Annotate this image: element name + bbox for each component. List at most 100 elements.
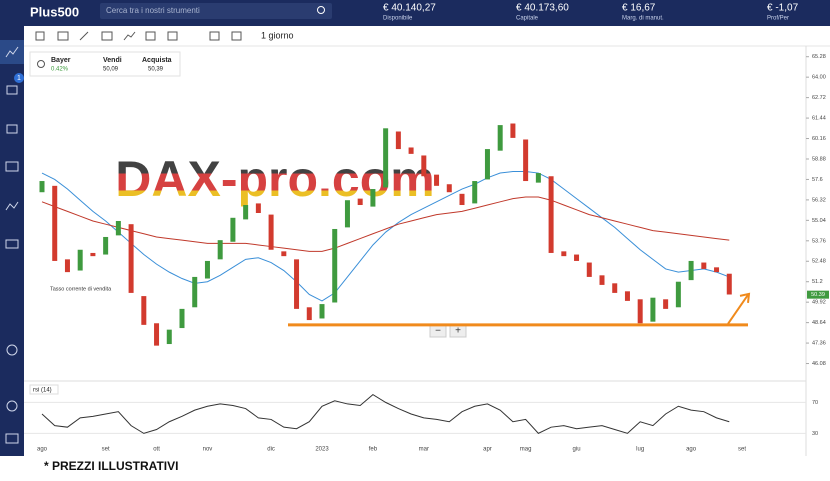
arrow-head bbox=[739, 292, 751, 303]
candle bbox=[535, 173, 541, 183]
candle bbox=[599, 275, 605, 285]
footer-bg bbox=[0, 456, 830, 476]
candle bbox=[52, 185, 58, 261]
stat-label: Capitale bbox=[516, 16, 539, 22]
instrument-box bbox=[29, 51, 181, 77]
sidebar-icons bbox=[0, 40, 24, 444]
icon[interactable] bbox=[5, 201, 19, 211]
footer: * PREZZI ILLUSTRATIVI bbox=[44, 459, 178, 473]
icon[interactable] bbox=[5, 433, 19, 444]
tool[interactable] bbox=[145, 31, 156, 41]
toolbar-icons bbox=[35, 31, 242, 41]
candle bbox=[586, 262, 592, 277]
stat-value: € 40.140,27 bbox=[383, 3, 436, 14]
tool[interactable] bbox=[123, 31, 136, 41]
buy-label: Acquista bbox=[142, 57, 172, 64]
tool[interactable] bbox=[101, 31, 113, 41]
candle bbox=[370, 189, 376, 207]
candle bbox=[726, 273, 732, 295]
tool[interactable] bbox=[79, 31, 89, 41]
icon[interactable] bbox=[6, 124, 18, 134]
y-tick-label: 49.92 bbox=[812, 300, 826, 306]
watermark: DAX-pro.com bbox=[115, 151, 434, 207]
candle bbox=[701, 262, 707, 269]
x-tick-label: ago bbox=[37, 447, 48, 453]
candle bbox=[484, 149, 490, 180]
candle bbox=[39, 181, 45, 193]
x-tick-label: feb bbox=[369, 447, 378, 453]
stat-value: € 40.173,60 bbox=[516, 3, 569, 14]
candle bbox=[624, 291, 630, 301]
icon[interactable] bbox=[5, 239, 19, 249]
x-tick-label: lug bbox=[636, 447, 644, 453]
icon[interactable] bbox=[6, 344, 18, 356]
search-placeholder: Cerca tra i nostri strumenti bbox=[106, 6, 200, 15]
y-tick-label: 60.16 bbox=[812, 136, 826, 142]
tool[interactable] bbox=[167, 31, 178, 41]
icon[interactable] bbox=[6, 85, 18, 95]
y-tick-label: 65.28 bbox=[812, 54, 826, 60]
search-box[interactable] bbox=[100, 3, 332, 19]
y-tick-label: 48.64 bbox=[812, 320, 826, 326]
toolbar bbox=[24, 26, 830, 46]
candle bbox=[204, 260, 210, 279]
candle bbox=[192, 276, 198, 308]
candle bbox=[650, 297, 656, 322]
x-tick-label: giu bbox=[573, 447, 581, 453]
candle bbox=[255, 203, 261, 213]
candle bbox=[637, 299, 643, 324]
candle bbox=[64, 259, 70, 273]
tool[interactable] bbox=[57, 31, 69, 41]
candle bbox=[166, 329, 172, 345]
tool[interactable] bbox=[231, 31, 242, 41]
y-tick-label: 53.76 bbox=[812, 238, 826, 244]
icon[interactable] bbox=[5, 46, 19, 58]
x-tick-label: set bbox=[102, 447, 110, 453]
candle bbox=[128, 224, 134, 293]
x-tick-label: ago bbox=[686, 447, 697, 453]
stat-label: Disponibile bbox=[383, 16, 413, 22]
candle bbox=[714, 267, 720, 273]
arrow bbox=[727, 294, 749, 325]
info-icon[interactable] bbox=[37, 60, 45, 68]
candle bbox=[612, 283, 618, 293]
icon[interactable] bbox=[5, 161, 19, 172]
instrument-change: 0.42% bbox=[51, 67, 69, 73]
candle bbox=[497, 125, 503, 151]
rsi-tick-label: 70 bbox=[812, 400, 818, 406]
candle bbox=[268, 214, 274, 250]
candle bbox=[472, 181, 478, 204]
icon[interactable] bbox=[6, 400, 18, 412]
y-tick-label: 51.2 bbox=[812, 279, 823, 285]
candle bbox=[141, 296, 147, 325]
y-tick-label: 58.88 bbox=[812, 156, 826, 162]
candle bbox=[548, 176, 554, 253]
instrument-name: Bayer bbox=[51, 57, 71, 64]
candle bbox=[446, 184, 452, 193]
tool[interactable] bbox=[35, 31, 45, 41]
timeframe[interactable]: 1 giorno bbox=[261, 30, 294, 40]
stat-value: € -1,07 bbox=[767, 3, 799, 14]
candle bbox=[421, 155, 427, 177]
active-tab[interactable] bbox=[0, 40, 24, 64]
candle bbox=[561, 251, 567, 257]
x-tick-label: mar bbox=[419, 447, 429, 453]
logo: Plus500 bbox=[30, 4, 79, 19]
y-tick-label: 61.44 bbox=[812, 116, 826, 122]
y-tick-label: 52.48 bbox=[812, 259, 826, 265]
search-icon bbox=[317, 6, 325, 14]
sell-price: 50,09 bbox=[103, 67, 119, 73]
price-tag-label: 50.39 bbox=[811, 292, 825, 298]
candle bbox=[357, 198, 363, 206]
sidebar bbox=[0, 26, 24, 456]
candle bbox=[281, 251, 287, 257]
tool[interactable] bbox=[209, 31, 220, 41]
candle bbox=[688, 260, 694, 281]
buy-price: 50,39 bbox=[148, 67, 164, 73]
candle bbox=[179, 308, 185, 329]
moving-average bbox=[41, 196, 730, 252]
candle bbox=[230, 217, 236, 242]
y-tick-label: 47.36 bbox=[812, 341, 826, 347]
y-tick-label: 62.72 bbox=[812, 95, 826, 101]
